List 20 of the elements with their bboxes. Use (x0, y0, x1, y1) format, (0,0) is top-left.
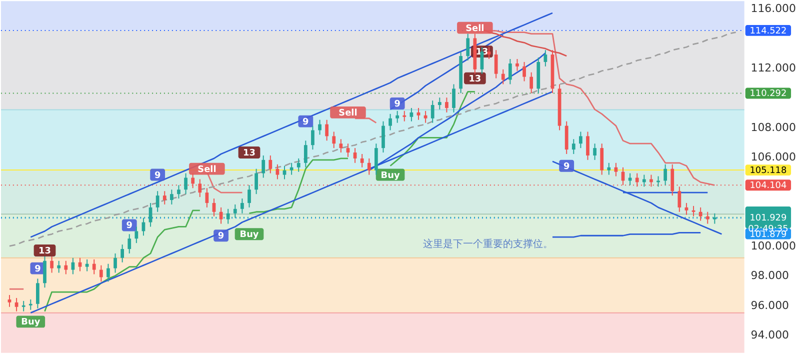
ref-line-label: 105.118 (750, 166, 787, 176)
y-tick-label: 96.000 (750, 298, 790, 312)
y-tick-label: 100.000 (750, 240, 796, 252)
y-tick-label: 98.000 (750, 269, 790, 282)
annotation: 这里是下一个重要的支撑位。 (422, 238, 553, 250)
text: 9 (563, 162, 570, 172)
ref-line-label: 104.104 (750, 181, 787, 192)
series-label: 9 (34, 264, 41, 274)
text: 9 (302, 117, 309, 128)
text: 9 (394, 100, 400, 110)
y-tick-label: 108.000 (750, 120, 796, 134)
y-tick-label: 116.000 (750, 2, 796, 16)
y-tick-label: 94.000 (750, 328, 790, 342)
text: 9 (154, 170, 161, 181)
ref-line-label: 114.522 (750, 26, 787, 36)
text: 9 (218, 232, 224, 242)
text: 9 (126, 221, 132, 232)
ref-line-label: 110.292 (750, 89, 787, 100)
y-tick-label: 112.000 (750, 61, 796, 74)
y-tick-label: 106.000 (750, 150, 796, 164)
